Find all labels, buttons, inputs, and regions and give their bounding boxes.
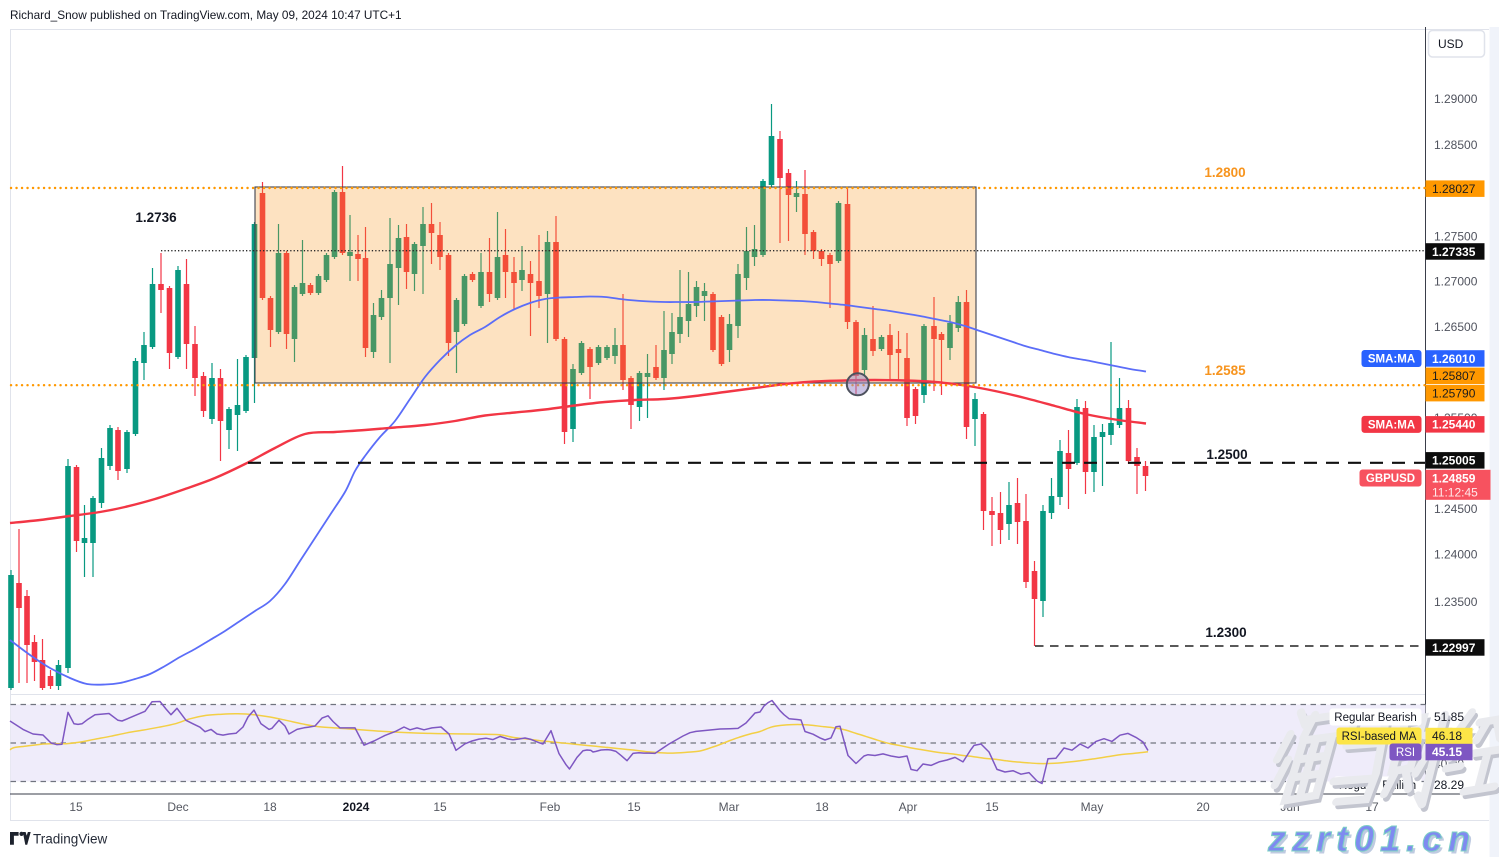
svg-text:28.29: 28.29 <box>1434 778 1464 792</box>
svg-text:SMA:MA: SMA:MA <box>1368 420 1415 432</box>
svg-text:1.2800: 1.2800 <box>1204 165 1245 180</box>
svg-text:May: May <box>1081 800 1104 814</box>
svg-text:1.25440: 1.25440 <box>1432 418 1476 432</box>
svg-text:1.24000: 1.24000 <box>1434 548 1478 562</box>
svg-text:1.28500: 1.28500 <box>1434 138 1478 152</box>
svg-text:15: 15 <box>433 800 447 814</box>
svg-text:Apr: Apr <box>899 800 918 814</box>
svg-text:1.25807: 1.25807 <box>1432 369 1476 383</box>
svg-text:1.26500: 1.26500 <box>1434 320 1478 334</box>
svg-text:1.27335: 1.27335 <box>1432 245 1476 259</box>
svg-text:1.28027: 1.28027 <box>1432 182 1476 196</box>
svg-text:SMA:MA: SMA:MA <box>1368 354 1415 366</box>
svg-text:1.2736: 1.2736 <box>135 210 177 225</box>
svg-text:15: 15 <box>69 800 83 814</box>
svg-text:15: 15 <box>627 800 641 814</box>
svg-text:Feb: Feb <box>540 800 561 814</box>
svg-text:Richard_Snow published on Trad: Richard_Snow published on TradingView.co… <box>10 8 402 22</box>
svg-text:RSI-based MA: RSI-based MA <box>1342 731 1417 743</box>
svg-text:18: 18 <box>815 800 829 814</box>
svg-text:Mar: Mar <box>719 800 740 814</box>
svg-text:Dec: Dec <box>167 800 188 814</box>
svg-text:45.15: 45.15 <box>1432 745 1462 759</box>
svg-text:15: 15 <box>985 800 999 814</box>
svg-text:TradingView: TradingView <box>33 832 108 847</box>
svg-text:2024: 2024 <box>343 800 370 814</box>
svg-text:1.22997: 1.22997 <box>1432 641 1476 655</box>
svg-text:1.24859: 1.24859 <box>1432 471 1476 485</box>
svg-text:1.2300: 1.2300 <box>1205 625 1246 640</box>
svg-text:1.25005: 1.25005 <box>1432 454 1476 468</box>
svg-text:1.29000: 1.29000 <box>1434 92 1478 106</box>
svg-text:zzrt01.cn: zzrt01.cn <box>1270 821 1479 857</box>
svg-text:zzrt01.cn: zzrt01.cn <box>1267 818 1476 857</box>
svg-text:GBPUSD: GBPUSD <box>1366 473 1415 485</box>
svg-text:46.18: 46.18 <box>1432 729 1462 743</box>
svg-text:Regular Bearish: Regular Bearish <box>1334 712 1416 724</box>
svg-text:1.26010: 1.26010 <box>1432 352 1476 366</box>
svg-text:20: 20 <box>1196 800 1210 814</box>
svg-text:1.2500: 1.2500 <box>1206 447 1247 462</box>
svg-text:51.85: 51.85 <box>1434 710 1464 724</box>
svg-text:1.25790: 1.25790 <box>1432 387 1476 401</box>
svg-text:RSI: RSI <box>1396 747 1415 759</box>
svg-text:1.24500: 1.24500 <box>1434 502 1478 516</box>
svg-text:1.27500: 1.27500 <box>1434 229 1478 243</box>
svg-text:11:12:45: 11:12:45 <box>1432 486 1478 500</box>
svg-text:1.27000: 1.27000 <box>1434 274 1478 288</box>
svg-text:18: 18 <box>263 800 277 814</box>
svg-text:1.2585: 1.2585 <box>1204 363 1246 378</box>
svg-text:USD: USD <box>1438 37 1464 51</box>
svg-text:1.23500: 1.23500 <box>1434 595 1478 609</box>
